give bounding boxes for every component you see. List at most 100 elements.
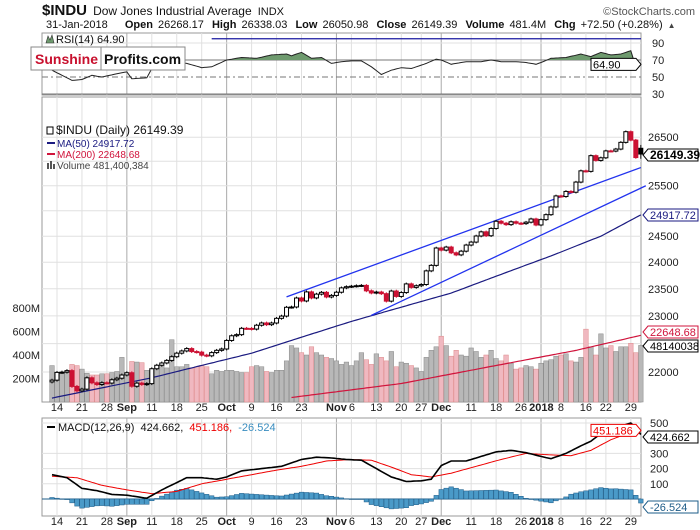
volume-bar [64,372,70,403]
macd-legend: MACD(12,26,9) 424.662, 451.186, -26.524 [47,422,276,434]
volume-bar [264,371,270,403]
candle [348,284,354,289]
volume-bar [608,345,614,403]
volume-legend-text: Volume 481,400,384 [57,161,149,172]
volume-bar [623,346,629,403]
candle-body [603,150,609,159]
candle [418,283,424,288]
ma50-value-tag: 24917.72 [642,208,699,222]
candle-body [583,170,589,173]
candle [393,289,399,298]
candle-body [69,370,75,387]
rsi-legend: RSI(14) 64.90 [45,34,124,46]
candle-body [508,221,514,226]
macd-x-tick-label: 28 [101,516,113,528]
ma50-legend-text: MA(50) 24917.72 [57,139,135,150]
macd-histogram-bar [333,496,339,500]
candle [109,378,115,385]
candle [209,351,215,358]
volume-bar [598,333,604,403]
candle [633,138,639,159]
candle-body [299,297,304,302]
macd-series [49,422,644,510]
candle [623,130,629,144]
macd-x-tick-label: 16 [580,516,592,528]
candle-body [239,327,245,336]
volume-bar [234,371,240,403]
candle [308,290,314,300]
candle [493,219,499,230]
macd-x-tick-label: 18 [490,516,502,528]
candle-body [478,231,484,237]
macd-histogram-bar [498,490,504,500]
candle-body [608,150,614,153]
macd-histogram-bar [323,495,329,500]
ma200-value-tag-box [642,325,699,339]
logo-profits: Profits.com [104,51,181,67]
macd-histogram-bar [598,487,604,500]
macd-x-tick-label: 2018 [529,516,553,528]
macd-panel [41,417,642,517]
candle [508,220,514,226]
price-x-tick-label: 14 [51,402,63,414]
macd-histogram-bar [363,498,369,503]
candle-body [458,250,464,256]
candle [538,218,544,227]
macd-histogram-bar [608,488,614,500]
macd-value-tag-box [642,430,699,444]
macd-histogram-bar [259,494,265,500]
volume-bar [333,360,339,403]
volume-bar [119,357,125,403]
candle-body [264,322,270,326]
candle [363,284,369,293]
close-label: Close [376,19,406,31]
volume-bar [468,347,474,403]
macd-histogram-bar [204,494,210,500]
macd-histogram-bar [278,495,285,500]
macd-histogram-bar [613,488,619,500]
ma200-value-tag-text: 22648.68 [650,327,696,339]
close-value-tag-text: 26149.39 [650,148,700,162]
macd-x-tick-label: 13 [370,516,382,528]
price-x-tick-label: 28 [101,402,113,414]
macd-histogram-bar [508,492,514,500]
volume-bar [593,354,599,403]
close-value-tag-box [642,148,699,162]
candle [174,351,180,359]
volume-bar [488,350,494,403]
candle [533,217,539,227]
candle-body [493,220,499,229]
candle [453,251,459,257]
candle [378,290,384,296]
volume-bar [318,354,325,403]
macd-histogram-bar [194,491,200,500]
volume-bar [368,364,374,403]
macd-histogram-bar [164,493,170,500]
volume-bar [283,360,290,403]
volume-bar [343,361,349,403]
candle-body [468,241,474,246]
macd-histogram-bar [169,491,175,500]
volume-bar [363,359,369,403]
volume-value-tag-text: 48140038 [650,341,699,353]
candle-body [209,352,215,357]
ma200-value-tag: 22648.68 [642,325,699,339]
volume-bar [493,358,499,403]
macd-histogram-bar [49,497,55,500]
volume-bar [423,357,429,403]
candle-body [323,291,329,298]
macd-histogram-bar [423,498,429,503]
macd-histogram-bar [383,498,389,509]
price-x-tick-label: 9 [249,402,255,414]
macd-histogram-bar [518,496,524,500]
candle-body [79,388,85,392]
candle-body [74,385,80,392]
candle-body [199,351,205,356]
macd-histogram-bar [69,498,75,504]
candle-body [403,283,409,294]
candle [184,347,190,353]
volume-bar [588,346,594,403]
macd-histogram-bar [134,498,140,505]
candle-body [338,287,344,293]
price-x-tick-label: 25 [196,402,208,414]
